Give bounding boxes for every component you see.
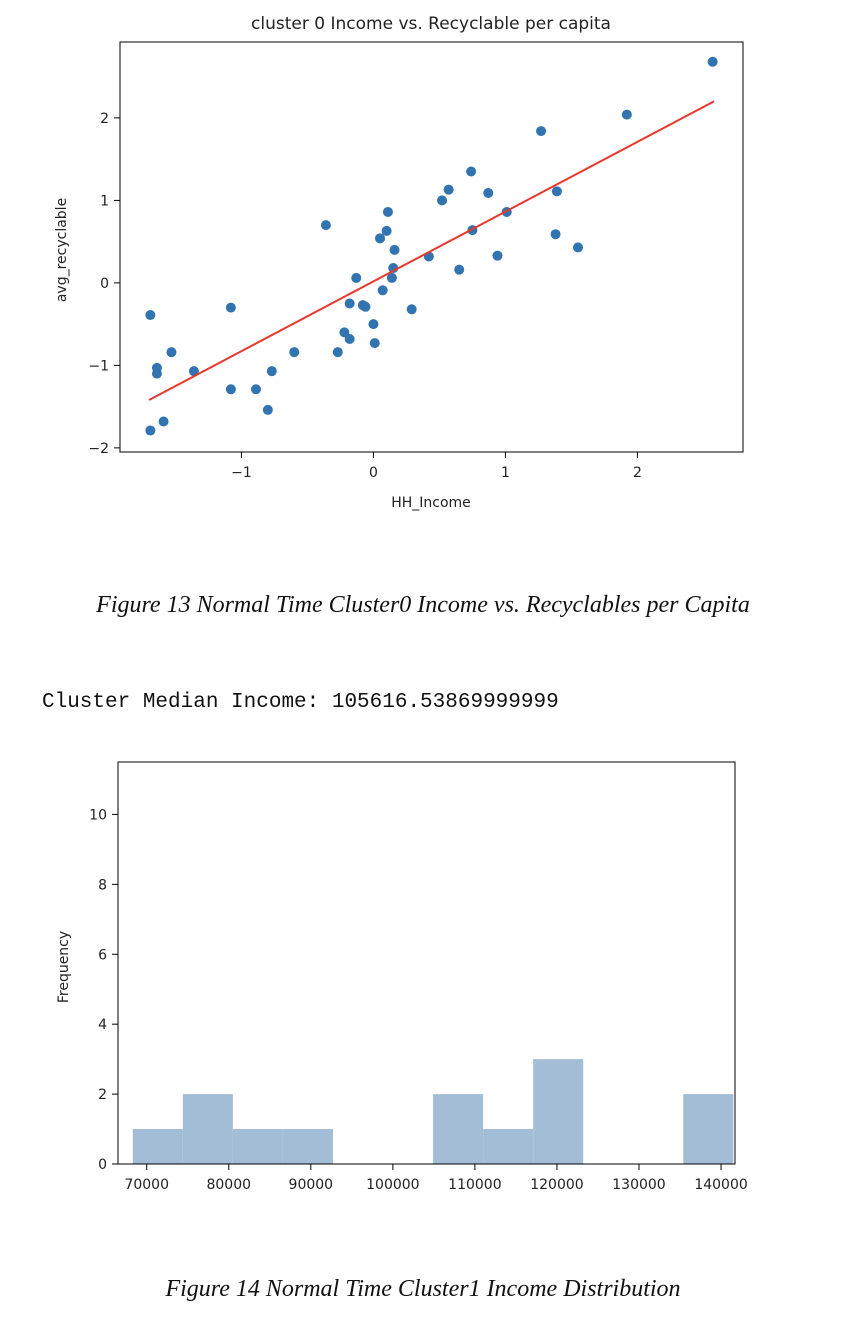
scatter-x-tick-label: 1 <box>501 465 510 481</box>
histogram-y-tick-label: 6 <box>98 947 107 963</box>
histogram-x-tick-label: 120000 <box>530 1177 583 1193</box>
histogram-y-tick-label: 4 <box>98 1017 107 1033</box>
scatter-point <box>145 310 156 321</box>
scatter-y-tick-label: 0 <box>100 276 109 292</box>
scatter-point <box>250 384 261 395</box>
scatter-point <box>551 186 562 197</box>
histogram-x-tick-label: 100000 <box>366 1177 419 1193</box>
scatter-x-tick-label: −1 <box>231 465 252 481</box>
scatter-point <box>369 338 380 349</box>
scatter-point <box>289 347 300 358</box>
scatter-fit-line-group <box>148 100 715 401</box>
figure-14-caption: Figure 14 Normal Time Cluster1 Income Di… <box>165 1276 681 1302</box>
scatter-point <box>375 233 386 244</box>
scatter-y-tick-label: −2 <box>88 441 109 457</box>
histogram-x-tick-label: 110000 <box>448 1177 501 1193</box>
regression-line <box>148 100 715 401</box>
scatter-point <box>707 56 718 67</box>
scatter-points <box>145 56 718 436</box>
scatter-point <box>437 195 448 206</box>
figure-13-caption: Figure 13 Normal Time Cluster0 Income vs… <box>96 592 750 618</box>
scatter-y-axis-label: avg_recyclable <box>54 198 70 302</box>
histogram-axis-ticks: 70000 80000 90000 100000 110000 120000 130000 1… <box>89 807 748 1193</box>
scatter-plot-frame <box>119 41 744 453</box>
scatter-y-tick-label: −1 <box>88 358 109 374</box>
scatter-point <box>389 244 400 255</box>
scatter-point <box>536 126 547 137</box>
scatter-point <box>454 264 465 275</box>
scatter-point <box>158 416 169 427</box>
scatter-axis-ticks: −1 0 1 2 −2 −1 0 1 2 <box>88 111 642 481</box>
scatter-point <box>344 298 355 309</box>
scatter-point <box>386 272 397 283</box>
scatter-point <box>344 333 355 344</box>
cluster-median-income-text: Cluster Median Income: 105616.5386999999… <box>42 691 559 714</box>
scatter-point <box>621 109 632 120</box>
histogram-bar <box>132 1129 183 1164</box>
scatter-point <box>550 229 561 240</box>
histogram-y-tick-label: 2 <box>98 1087 107 1103</box>
histogram-x-tick-label: 90000 <box>289 1177 334 1193</box>
scatter-point <box>266 366 277 377</box>
scatter-point <box>188 366 199 377</box>
scatter-point <box>145 425 156 436</box>
scatter-point <box>225 384 236 395</box>
histogram-bar <box>232 1129 283 1164</box>
histogram-plot-frame <box>117 761 736 1165</box>
scatter-x-tick-label: 2 <box>633 465 642 481</box>
scatter-point <box>225 302 236 313</box>
histogram-x-tick-label: 70000 <box>124 1177 169 1193</box>
scatter-point <box>320 220 331 231</box>
histogram-x-tick-label: 140000 <box>694 1177 747 1193</box>
scatter-point <box>573 242 584 253</box>
scatter-point <box>351 272 362 283</box>
scatter-point <box>332 347 343 358</box>
histogram-bars <box>132 1059 734 1164</box>
histogram-y-tick-label: 8 <box>98 877 107 893</box>
scatter-point <box>377 285 388 296</box>
scatter-point <box>466 166 477 177</box>
scatter-point <box>360 301 371 312</box>
scatter-point <box>381 225 392 236</box>
scatter-chart: cluster 0 Income vs. Recyclable per capi… <box>54 14 744 511</box>
scatter-point <box>368 319 379 330</box>
scatter-point <box>492 250 503 261</box>
scatter-x-axis-label: HH_Income <box>391 495 471 511</box>
scatter-point <box>151 368 162 379</box>
histogram-x-tick-label: 80000 <box>206 1177 251 1193</box>
scatter-point <box>382 206 393 217</box>
histogram-bar <box>282 1129 333 1164</box>
scatter-point <box>443 184 454 195</box>
histogram-bar <box>182 1094 233 1164</box>
histogram-x-tick-label: 130000 <box>612 1177 665 1193</box>
scatter-x-tick-label: 0 <box>369 465 378 481</box>
histogram-y-tick-label: 0 <box>98 1157 107 1173</box>
scatter-y-tick-label: 1 <box>100 193 109 209</box>
histogram-bar <box>433 1094 484 1164</box>
histogram-bar <box>483 1129 534 1164</box>
histogram-bar <box>683 1094 734 1164</box>
scatter-y-tick-label: 2 <box>100 111 109 127</box>
histogram-chart: Frequency 70000 80000 90000 100000 110000 120… <box>56 761 748 1193</box>
scatter-chart-title: cluster 0 Income vs. Recyclable per capi… <box>251 14 611 34</box>
scatter-point <box>406 304 417 315</box>
scatter-point <box>166 347 177 358</box>
histogram-y-tick-label: 10 <box>89 807 107 823</box>
scatter-point <box>262 404 273 415</box>
histogram-y-axis-label: Frequency <box>56 931 72 1003</box>
histogram-bar <box>533 1059 584 1164</box>
scatter-point <box>483 187 494 198</box>
